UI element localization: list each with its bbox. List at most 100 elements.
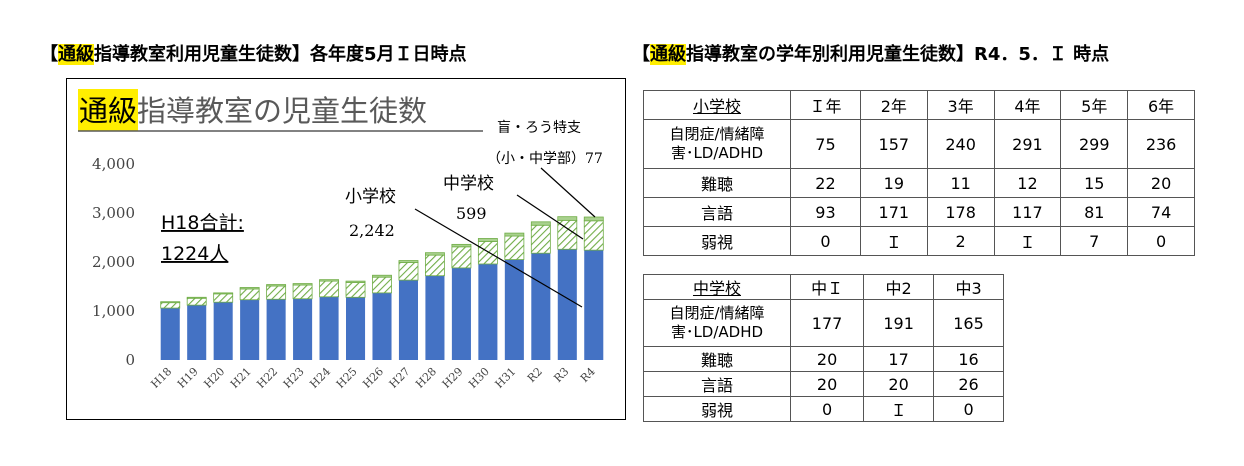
x-tick-label: H22 <box>254 365 280 391</box>
x-tick-label: H20 <box>201 365 227 391</box>
bar-junior-high <box>160 302 181 309</box>
bar-special <box>345 280 366 283</box>
x-tick-label: H25 <box>334 365 360 391</box>
bar-junior-high <box>345 282 366 298</box>
x-tick-label: H21 <box>228 365 254 391</box>
table-cell: 26 <box>933 371 1004 397</box>
bar-elementary <box>266 299 286 360</box>
bar-elementary <box>531 253 551 360</box>
row-label: 難聴 <box>643 346 791 372</box>
bar-junior-high <box>213 293 234 303</box>
row-label: 自閉症/情緒障 害･LD/ADHD <box>643 299 791 347</box>
header-cell: 5年 <box>1060 90 1129 120</box>
bar-special <box>451 243 472 248</box>
bar-special <box>186 296 207 299</box>
table-cell: 17 <box>863 346 935 372</box>
bar-elementary <box>478 263 498 360</box>
junior-high-table: 中学校 中Ｉ 中2 中3 自閉症/情緒障 害･LD/ADHD 177 191 16… <box>643 274 1004 422</box>
bar-special <box>557 216 578 221</box>
x-tick-label: H26 <box>360 365 386 391</box>
bar-junior-high <box>239 288 260 301</box>
table-cell: 93 <box>790 197 861 227</box>
bar-elementary <box>319 296 339 360</box>
bar-special <box>583 216 604 222</box>
bar-elementary <box>504 259 524 360</box>
table-cell: Ｉ <box>993 226 1062 256</box>
header-cell: 中2 <box>863 274 935 300</box>
chart-title-hl: 通級 <box>79 94 137 128</box>
table-cell: 22 <box>790 168 861 198</box>
row-label: 弱視 <box>643 396 791 422</box>
table-cell: 75 <box>790 119 861 169</box>
table-cell: 291 <box>993 119 1062 169</box>
bar-junior-high <box>292 284 313 300</box>
y-tick-label: 1,000 <box>92 302 135 320</box>
x-tick-label: H23 <box>281 365 307 391</box>
table-cell: 177 <box>789 299 865 347</box>
x-tick-label: H29 <box>440 365 466 391</box>
bar-elementary <box>557 249 577 360</box>
bar-elementary <box>372 292 392 360</box>
elem-label: 小学校 <box>345 187 396 207</box>
chart-panel: 通級指導教室の児童生徒数 0 1,000 2,000 3,000 4,000 H18 H1… <box>66 78 626 420</box>
x-tick-label: H28 <box>413 365 439 391</box>
header-cell: 3年 <box>926 90 995 120</box>
table-cell: 117 <box>993 197 1062 227</box>
table-header-row: 小学校 Ｉ年 2年 3年 4年 5年 6年 <box>643 90 1195 120</box>
x-tick-label: H27 <box>387 365 413 391</box>
bar-junior-high <box>477 241 498 265</box>
x-tick-label: H30 <box>466 365 492 391</box>
bar-elementary <box>425 275 445 360</box>
chart-title-rest: 指導教室の児童生徒数 <box>137 94 427 128</box>
header-cell: 4年 <box>993 90 1062 120</box>
bar-junior-high <box>319 280 339 298</box>
table-cell: 236 <box>1127 119 1195 169</box>
table-row: 弱視 0 Ｉ 0 <box>643 396 1004 422</box>
bar-elementary <box>240 299 260 360</box>
elementary-table: 小学校 Ｉ年 2年 3年 4年 5年 6年 自閉症/情緒障 害･LD/ADHD 7… <box>643 90 1195 256</box>
table-cell: 15 <box>1060 168 1129 198</box>
table-cell: 165 <box>933 299 1004 347</box>
bar-special <box>160 301 181 304</box>
table-header-row: 中学校 中Ｉ 中2 中3 <box>643 274 1004 300</box>
bar-elementary <box>160 308 180 360</box>
table-cell: 19 <box>859 168 928 198</box>
elem-value: 2,242 <box>349 221 395 240</box>
header-cell: 中Ｉ <box>789 274 865 300</box>
table-cell: 20 <box>789 371 865 397</box>
bar-elementary <box>213 302 233 360</box>
bar-junior-high <box>583 220 604 251</box>
bar-special <box>504 232 525 237</box>
bar-special <box>530 221 551 226</box>
table-cell: 20 <box>863 371 935 397</box>
x-tick-label: R3 <box>551 365 571 385</box>
header-cell: 6年 <box>1127 90 1195 120</box>
x-tick-label: H31 <box>493 365 519 391</box>
table-cell: 157 <box>859 119 928 169</box>
bar-junior-high <box>504 235 525 260</box>
jh-label: 中学校 <box>443 174 494 194</box>
table-row: 弱視 0 Ｉ 2 Ｉ 7 0 <box>643 226 1195 256</box>
table-cell: 0 <box>1127 226 1195 256</box>
bar-special <box>477 238 498 242</box>
special-leader-line <box>540 167 596 218</box>
table-cell: 178 <box>926 197 995 227</box>
table-heading: 【通級指導教室の学年別利用児童生徒数】R4．5．Ｉ 時点 <box>632 44 1110 65</box>
row-label: 弱視 <box>643 226 791 256</box>
x-tick-label: H24 <box>307 365 333 391</box>
h18-total-line2: 1224人 <box>161 243 228 265</box>
bar-elementary <box>451 267 471 360</box>
table-row: 自閉症/情緒障 害･LD/ADHD 75 157 240 291 299 236 <box>643 119 1195 169</box>
table-cell: 191 <box>863 299 935 347</box>
special-label: 盲・ろう特支 <box>497 119 581 136</box>
table-cell: 74 <box>1127 197 1195 227</box>
bar-elementary <box>346 297 366 360</box>
elem-leader-line <box>414 208 583 308</box>
bar-junior-high <box>398 262 419 281</box>
row-label: 自閉症/情緒障 害･LD/ADHD <box>643 119 791 169</box>
x-tick-label: R4 <box>578 365 598 385</box>
table-cell: Ｉ <box>863 396 935 422</box>
bar-junior-high <box>451 246 472 269</box>
table-cell: 299 <box>1060 119 1129 169</box>
row-label: 言語 <box>643 371 791 397</box>
